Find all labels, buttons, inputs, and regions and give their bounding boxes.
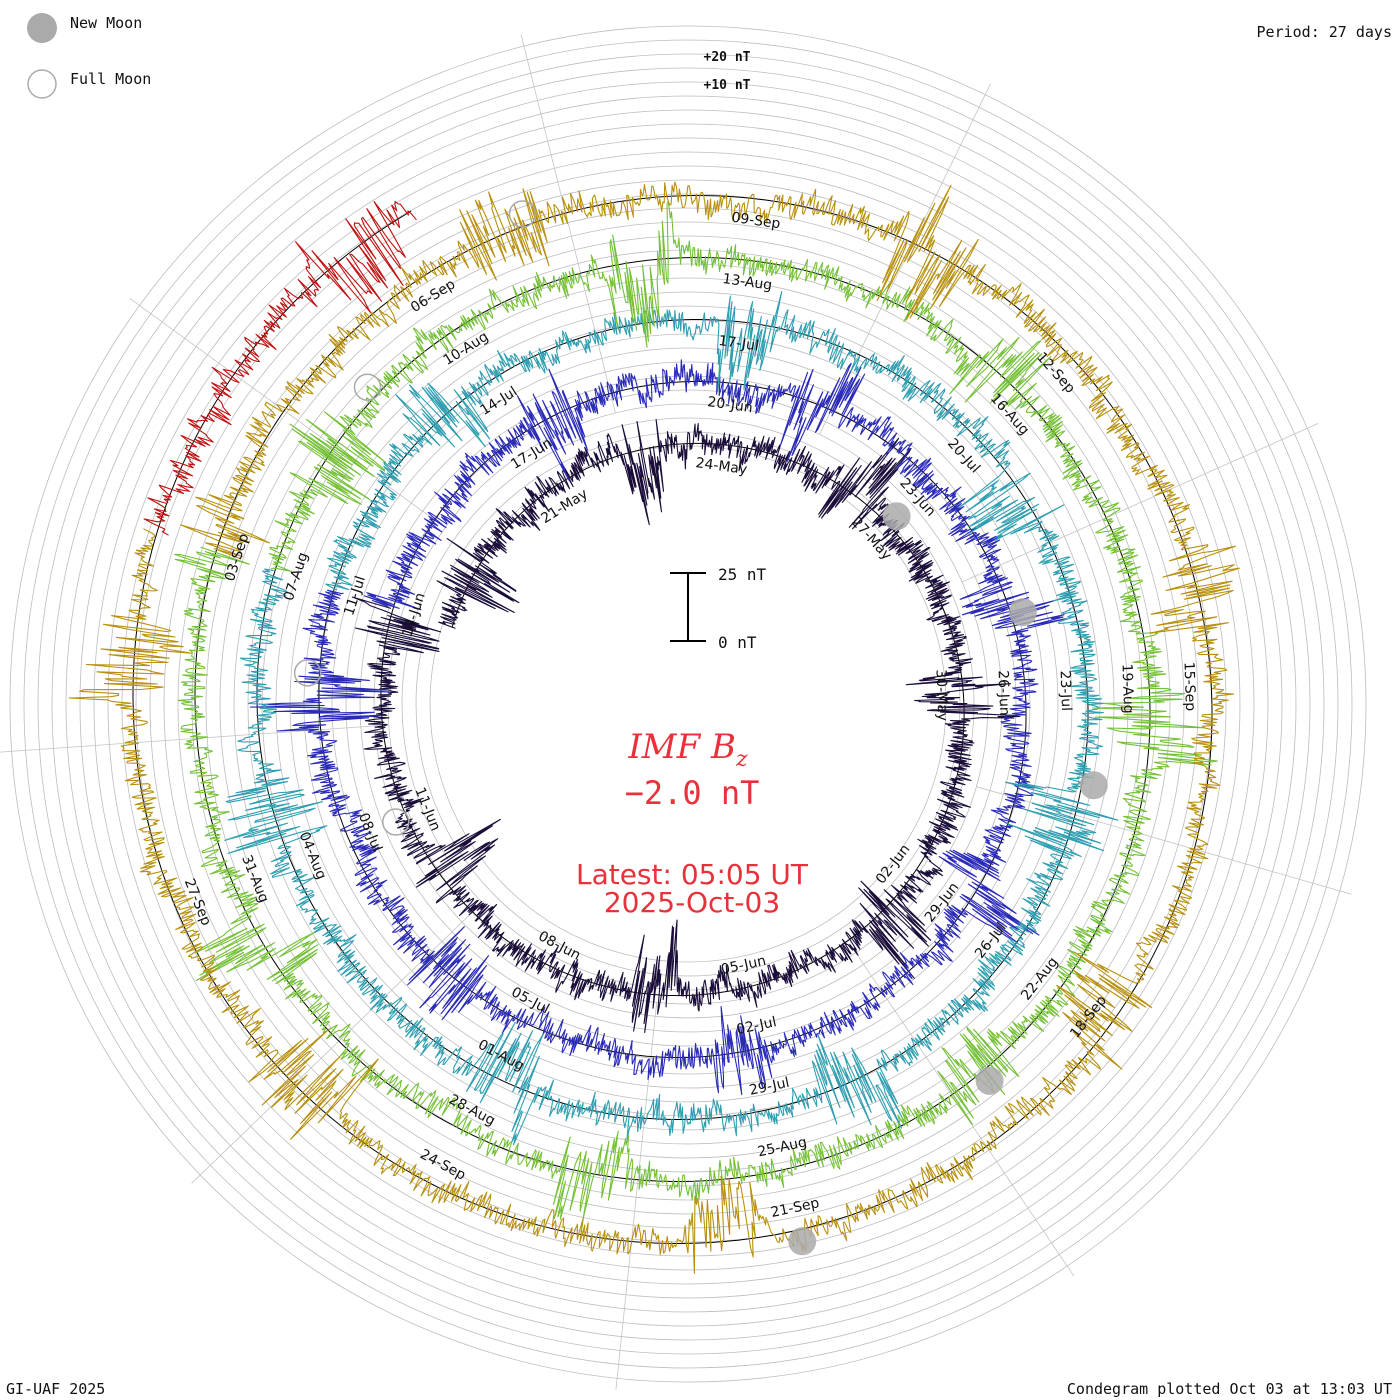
full-moon-marker xyxy=(293,659,322,687)
grid-ring xyxy=(177,193,1199,1215)
date-label: 04-Aug xyxy=(296,830,330,882)
grid-ring xyxy=(191,207,1185,1201)
grid-ring xyxy=(51,67,1325,1341)
moon-phase-markers xyxy=(293,200,1108,1256)
date-label: 25-Aug xyxy=(756,1134,808,1160)
date-label: 29-Jun xyxy=(922,880,963,926)
grid-ring xyxy=(205,221,1171,1187)
grid-ring xyxy=(121,137,1255,1271)
scale-bottom-label: 0 nT xyxy=(718,633,757,652)
full-moon-marker xyxy=(508,200,537,228)
grid-ring xyxy=(317,333,1059,1075)
date-label: 16-Aug xyxy=(987,391,1032,439)
date-label: 14-Jun xyxy=(399,591,428,639)
grid-ring xyxy=(429,445,947,963)
grid-ring xyxy=(163,179,1213,1229)
ref-label-plus20: +20 nT xyxy=(704,50,751,65)
grid-spoke xyxy=(520,34,616,414)
grid-ring xyxy=(107,123,1269,1285)
full-moon-icon xyxy=(27,69,57,99)
grid-ring xyxy=(219,235,1157,1173)
date-label: 05-Jul xyxy=(509,984,552,1017)
new-moon-marker xyxy=(882,502,911,531)
current-value: −2.0 nT xyxy=(625,774,760,812)
date-label: 30-May xyxy=(933,669,951,721)
grid-ring xyxy=(345,361,1031,1047)
grid-ring xyxy=(37,53,1339,1355)
date-label: 05-Jun xyxy=(720,953,768,978)
new-moon-marker xyxy=(1079,771,1108,800)
bz-trace-turn-2 xyxy=(249,359,1067,1096)
date-label: 19-Aug xyxy=(1118,663,1136,713)
grid-ring xyxy=(9,25,1367,1383)
ref-label-plus10: +10 nT xyxy=(704,78,751,93)
new-moon-icon xyxy=(27,13,57,43)
plotted-label: Condegram plotted Oct 03 at 13:03 UT xyxy=(1067,1380,1392,1398)
date-label: 23-Jul xyxy=(1057,670,1074,711)
grid-spoke xyxy=(191,912,473,1184)
date-label: 22-Aug xyxy=(1018,954,1061,1003)
grid-spoke xyxy=(615,1002,658,1391)
grid-ring xyxy=(93,109,1283,1299)
period-label: Period: 27 days xyxy=(1257,23,1392,41)
date-label: 17-Jul xyxy=(717,333,759,354)
chart-title: IMF Bz xyxy=(627,727,748,772)
bz-trace-turn-1 xyxy=(351,418,1021,1033)
bz-trace-turn-3 xyxy=(224,291,1119,1146)
credit-label: GI-UAF 2025 xyxy=(6,1380,105,1398)
date-label: 09-Sep xyxy=(730,210,781,233)
chart-title-subscript: z xyxy=(735,747,748,772)
grid-spoke xyxy=(961,422,1319,583)
grid-ring xyxy=(289,305,1087,1103)
date-label: 26-Jun xyxy=(995,670,1013,716)
full-moon-marker xyxy=(353,373,382,401)
new-moon-marker xyxy=(975,1066,1004,1095)
latest-date: 2025-Oct-03 xyxy=(604,886,780,919)
scale-bar: 25 nT 0 nT xyxy=(670,565,767,652)
polar-grid xyxy=(9,25,1367,1383)
date-label: 15-Sep xyxy=(1180,662,1198,712)
bz-trace-turn-6 xyxy=(143,201,417,536)
grid-ring xyxy=(65,81,1311,1327)
date-label: 29-Jul xyxy=(748,1075,791,1099)
latest-time: Latest: 05:05 UT xyxy=(576,858,809,891)
scale-top-label: 25 nT xyxy=(718,565,767,584)
date-label: 20-Jun xyxy=(706,394,753,416)
zero-baseline xyxy=(132,195,1213,1244)
zero-baseline-spiral xyxy=(132,195,1213,1244)
new-moon-marker xyxy=(788,1227,817,1256)
grid-ring xyxy=(247,263,1129,1145)
new-moon-marker xyxy=(1008,598,1037,627)
full-moon-marker xyxy=(382,808,410,836)
date-label: 24-May xyxy=(695,455,749,478)
grid-spoke xyxy=(129,298,446,528)
grid-ring xyxy=(23,39,1353,1369)
bz-traces xyxy=(68,181,1240,1274)
date-label: 20-Jul xyxy=(944,436,983,477)
date-label: 13-Aug xyxy=(721,271,773,294)
radial-spokes xyxy=(0,34,1352,1391)
grid-ring xyxy=(373,389,1003,1019)
date-label: 11-Jun xyxy=(411,785,443,833)
grid-ring xyxy=(135,151,1241,1257)
legend: New Moon Full Moon xyxy=(27,13,151,99)
grid-ring xyxy=(79,95,1297,1313)
date-label: 14-Jul xyxy=(477,384,520,419)
bz-trace-turn-5 xyxy=(68,181,1240,1274)
full-moon-label: Full Moon xyxy=(70,70,151,88)
new-moon-label: New Moon xyxy=(70,14,142,32)
grid-spoke xyxy=(0,724,389,753)
